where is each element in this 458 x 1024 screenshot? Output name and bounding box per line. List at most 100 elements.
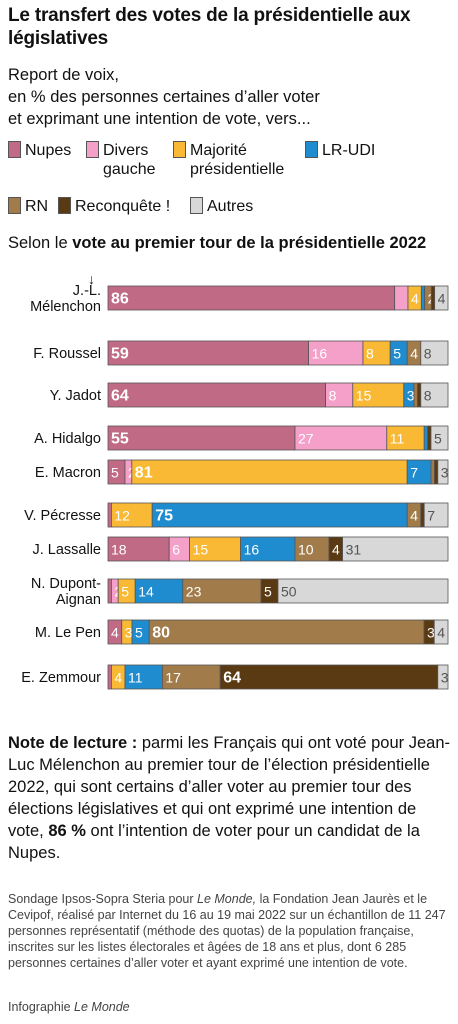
bar-segment [148, 619, 425, 645]
data-label: 8 [329, 388, 337, 404]
bar-segment [423, 425, 429, 451]
category-label: J. Lassalle [32, 542, 101, 558]
data-label: 59 [111, 346, 129, 363]
legend-label: Reconquête ! [75, 198, 171, 215]
bar-segment [437, 664, 449, 690]
source-text: Sondage Ipsos-Sopra Steria pour [8, 892, 198, 906]
data-label: 3 [441, 670, 449, 686]
bar-segment [107, 382, 327, 408]
legend-label: Majorité présidentielle [190, 142, 285, 178]
legend-swatch [190, 197, 203, 214]
data-label: 5 [135, 625, 143, 641]
bar-segment [294, 536, 330, 562]
bar-segment [182, 578, 262, 604]
note-text: ont l’intention de voter pour un candida… [8, 822, 420, 862]
data-label: 4 [332, 542, 340, 558]
data-label: 4 [411, 291, 419, 307]
bar-segment [107, 536, 170, 562]
data-label: 11 [128, 670, 143, 686]
data-label: 3 [441, 465, 449, 481]
bar-segment [394, 285, 409, 311]
data-label: 75 [155, 508, 173, 525]
bar-segment [420, 340, 449, 366]
data-label: 10 [298, 542, 314, 558]
bar-segment [107, 340, 310, 366]
data-label: 31 [346, 542, 362, 558]
bar-segment [420, 382, 449, 408]
credit: Infographie Le Monde [8, 1000, 130, 1014]
category-label: J.-L. Mélenchon [30, 283, 101, 315]
data-label: 5 [111, 465, 119, 481]
data-label: 4 [111, 625, 119, 641]
legend-swatch [58, 197, 71, 214]
data-label: 17 [165, 670, 181, 686]
data-label: 81 [135, 465, 153, 482]
category-label: A. Hidalgo [34, 431, 101, 447]
data-label: 3 [427, 625, 435, 641]
legend-swatch [86, 141, 99, 158]
bar-segment [430, 285, 436, 311]
bar-segment [151, 502, 408, 528]
category-label: E. Macron [35, 465, 101, 481]
legend-label: RN [25, 198, 49, 215]
bar-segment [124, 664, 163, 690]
bar-segment [437, 459, 449, 485]
data-label: 7 [410, 465, 418, 481]
bar-segment [107, 578, 112, 604]
data-label: 4 [410, 346, 418, 362]
bar-segment [161, 664, 221, 690]
data-label: 7 [427, 508, 435, 524]
legend-label: Divers gauche [103, 142, 156, 178]
legend: Nupes Divers gauche Majorité présidentie… [8, 141, 453, 221]
data-label: 8 [366, 346, 374, 362]
bar-segment [362, 340, 391, 366]
legend-swatch [8, 197, 21, 214]
bar-segment [219, 664, 439, 690]
note-value: 86 % [48, 822, 86, 840]
data-label: 3 [125, 625, 133, 641]
legend-swatch [173, 141, 186, 158]
chart-title: Le transfert des votes de la présidentie… [8, 5, 411, 49]
data-label: 5 [393, 346, 401, 362]
data-label: 8 [424, 388, 432, 404]
bar-segment [427, 425, 432, 451]
bar-segment [107, 664, 112, 690]
data-label: 86 [111, 291, 129, 308]
reading-note: Note de lecture : parmi les Français qui… [8, 732, 453, 864]
note-label: Note de lecture : [8, 734, 138, 752]
data-label: 80 [152, 625, 170, 642]
data-label: 15 [356, 388, 372, 404]
bar-segment [416, 382, 422, 408]
data-label: 14 [138, 584, 154, 600]
category-label: N. Dupont-Aignan [31, 576, 101, 608]
down-arrow-icon: ↓ [88, 271, 95, 287]
data-label: 64 [111, 388, 129, 405]
data-label: 16 [312, 346, 328, 362]
source-publication: Le Monde, [197, 892, 257, 906]
legend-swatch [305, 141, 318, 158]
legend-swatch [8, 141, 21, 158]
category-label: E. Zemmour [21, 670, 101, 686]
data-label: 6 [172, 542, 180, 558]
category-label: V. Pécresse [24, 508, 101, 524]
data-label: 8 [424, 346, 432, 362]
data-label: 18 [111, 542, 127, 558]
bar-segment [111, 502, 153, 528]
bar-segment [433, 459, 439, 485]
bar-segment [277, 578, 449, 604]
bar-segment [107, 425, 296, 451]
legend-label: LR-UDI [322, 142, 376, 159]
legend-label: Autres [207, 198, 254, 215]
legend-label: Nupes [25, 142, 72, 159]
data-label: 64 [223, 670, 241, 687]
data-label: 12 [114, 508, 130, 524]
section-heading: Selon le vote au premier tour de la prés… [8, 232, 428, 254]
data-label: 16 [244, 542, 260, 558]
bar-segment [433, 619, 449, 645]
note-text: parmi les Français qui ont voté pour Jea… [8, 734, 451, 840]
bar-segment [342, 536, 449, 562]
bar-segment [430, 459, 435, 485]
source-text: la Fondation Jean Jaurès et le Cevipof, … [8, 892, 446, 970]
section-heading-prefix: Selon le [8, 234, 73, 252]
data-label: 23 [186, 584, 202, 600]
